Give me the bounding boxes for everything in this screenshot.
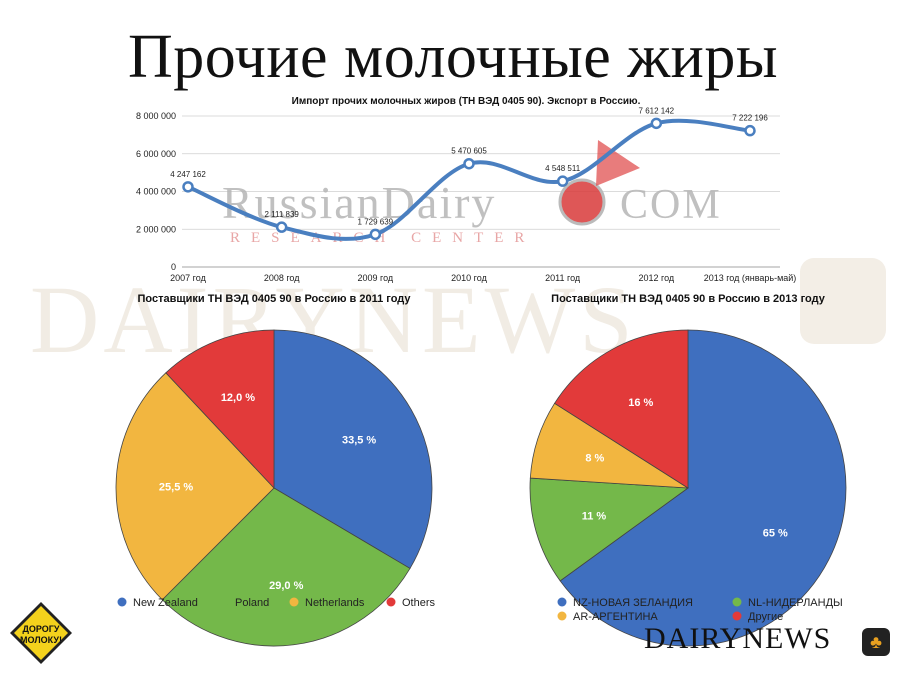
legend-label: NZ-НОВАЯ ЗЕЛАНДИЯ xyxy=(573,597,693,609)
data-label: 4 247 162 xyxy=(170,170,206,179)
watermark-arrow xyxy=(596,140,640,186)
pie-slice xyxy=(161,487,411,647)
slide-title: Прочие молочные жиры xyxy=(127,23,778,91)
badge-line-1: ДОРОГУ xyxy=(23,624,60,634)
data-point xyxy=(744,124,756,137)
data-point xyxy=(463,157,475,170)
data-label: 7 222 196 xyxy=(732,114,768,123)
data-point xyxy=(275,221,288,233)
pie-2011-title: Поставщики ТН ВЭД 0405 90 в Россию в 201… xyxy=(137,293,411,305)
data-label: 5 470 605 xyxy=(451,147,487,156)
x-tick-label: 2008 год xyxy=(264,273,300,283)
pie-value-label: 12,0 % xyxy=(221,392,255,404)
y-tick-label: 8 000 000 xyxy=(136,111,176,121)
data-label: 2 111 839 xyxy=(264,210,299,219)
data-label: 4 548 511 xyxy=(545,164,581,173)
watermark-ball xyxy=(558,178,606,226)
pie-value-label: 25,5 % xyxy=(159,481,193,493)
legend-label: Poland xyxy=(235,597,269,609)
pie-2013-title: Поставщики ТН ВЭД 0405 90 в Россию в 201… xyxy=(551,293,826,305)
data-label: 7 612 142 xyxy=(639,106,675,115)
legend-swatch xyxy=(557,611,567,621)
pie-slice xyxy=(529,477,690,582)
pie-value-label: 11 % xyxy=(582,510,607,522)
legend-swatch xyxy=(557,597,567,607)
legend-label: NL-НИДЕРЛАНДЫ xyxy=(748,597,843,609)
data-label: 1 729 639 xyxy=(358,217,394,226)
x-tick-label: 2009 год xyxy=(357,273,393,283)
legend-label: AR-АРГЕНТИНА xyxy=(573,611,658,623)
dorogu-moloku-logo: ДОРОГУ МОЛОКУ! xyxy=(10,602,72,664)
pie-value-label: 29,0 % xyxy=(269,580,303,592)
legend-swatch xyxy=(732,597,742,607)
line-chart-title: Импорт прочих молочных жиров (ТН ВЭД 040… xyxy=(292,96,641,107)
x-tick-label: 2010 год xyxy=(451,273,487,283)
y-tick-label: 0 xyxy=(171,262,176,272)
legend-swatch xyxy=(386,597,396,607)
pie-slice xyxy=(559,329,847,647)
data-point xyxy=(182,181,194,193)
watermark-bg-icon xyxy=(800,258,886,344)
data-point xyxy=(369,228,382,241)
x-tick-label: 2007 год xyxy=(170,273,206,283)
pie-slice xyxy=(115,372,275,601)
pie-value-label: 8 % xyxy=(585,453,604,465)
legend-swatch xyxy=(289,597,299,607)
pie-slice xyxy=(165,329,275,490)
badge-line-2: МОЛОКУ! xyxy=(20,635,62,645)
pie-slice xyxy=(554,329,689,489)
legend-label: Others xyxy=(402,597,436,609)
legend-swatch xyxy=(219,597,229,607)
legend-label: New Zealand xyxy=(133,597,198,609)
x-tick-label: 2013 год (январь-май) xyxy=(704,273,797,283)
pie-slice xyxy=(273,329,433,569)
legend-label: Netherlands xyxy=(305,597,365,609)
legend-swatch xyxy=(117,597,127,607)
y-tick-label: 6 000 000 xyxy=(136,149,176,159)
watermark-russiandairy: RussianDairy xyxy=(222,177,496,228)
footer-brand: DAIRYNEWS xyxy=(644,622,832,655)
x-tick-label: 2011 год xyxy=(545,273,581,283)
pie-value-label: 16 % xyxy=(628,397,653,409)
y-tick-label: 2 000 000 xyxy=(136,224,176,234)
pie-value-label: 65 % xyxy=(763,527,788,539)
data-point xyxy=(650,117,663,130)
watermark-com: COM xyxy=(620,182,722,228)
x-tick-label: 2012 год xyxy=(638,273,674,283)
pie-value-label: 33,5 % xyxy=(342,434,376,446)
dairynews-icon: ♣ xyxy=(862,628,890,656)
legend-label: Другие xyxy=(748,611,783,623)
y-tick-label: 4 000 000 xyxy=(136,187,176,197)
data-point xyxy=(556,175,569,187)
legend-swatch xyxy=(732,611,742,621)
